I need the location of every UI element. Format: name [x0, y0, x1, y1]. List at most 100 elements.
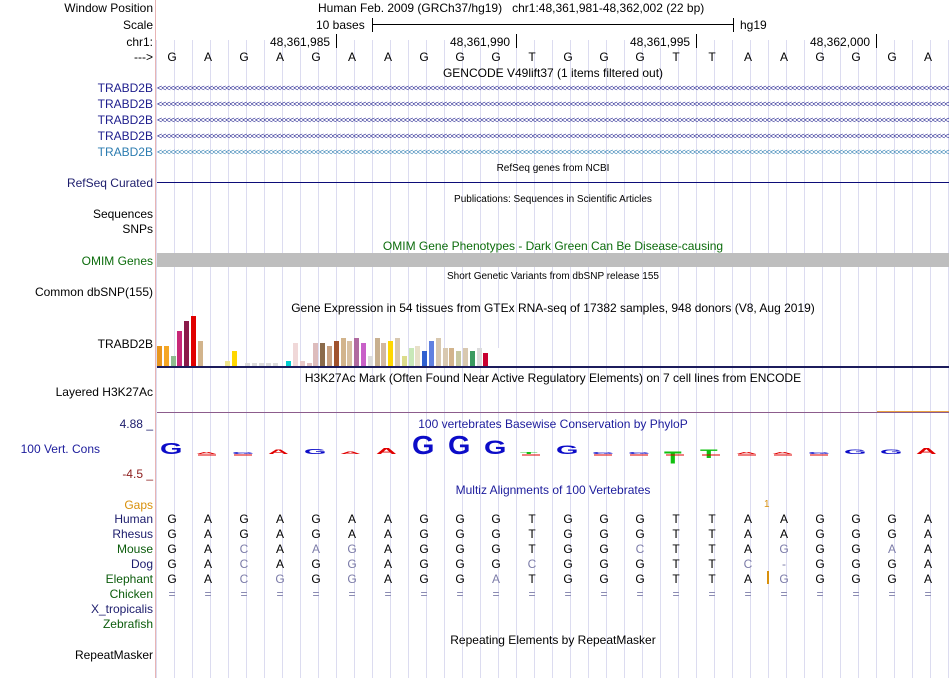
gtex-bar-chart[interactable]	[157, 316, 557, 368]
gtex-tissue-bar[interactable]	[170, 356, 176, 366]
h3k27ac-track-title[interactable]: H3K27Ac Mark (Often Found Near Active Re…	[304, 371, 802, 385]
cons-letter[interactable]: A	[340, 451, 361, 455]
gtex-tissue-bar[interactable]	[408, 348, 414, 366]
gtex-tissue-bar[interactable]	[333, 341, 339, 366]
gtex-tissue-bar[interactable]	[340, 338, 346, 366]
gtex-tissue-bar[interactable]	[347, 341, 353, 366]
snps-label[interactable]: SNPs	[122, 222, 153, 236]
species-label[interactable]: Dog	[130, 557, 153, 571]
gtex-gene-label[interactable]: TRABD2B	[97, 337, 153, 351]
gtex-tissue-bar[interactable]	[429, 341, 434, 366]
gencode-transcript-label[interactable]: TRABD2B	[97, 145, 153, 159]
gtex-tissue-bar[interactable]	[415, 346, 421, 366]
species-label[interactable]: Elephant	[105, 572, 153, 586]
species-label[interactable]: Human	[114, 512, 153, 526]
cons-letter[interactable]: G	[412, 432, 434, 460]
gencode-transcript-line[interactable]: <<<<<<<<<<<<<<<<<<<<<<<<<<<<<<<<<<<<<<<<…	[157, 99, 949, 109]
gtex-tissue-bar[interactable]	[469, 351, 475, 366]
gtex-tissue-bar[interactable]	[265, 363, 271, 366]
publications-track-title[interactable]: Publications: Sequences in Scientific Ar…	[454, 194, 652, 205]
gtex-tissue-bar[interactable]	[293, 343, 298, 366]
gtex-tissue-bar[interactable]	[367, 356, 373, 366]
cons-letter[interactable]: A	[196, 452, 217, 455]
gencode-transcript-label[interactable]: TRABD2B	[97, 129, 153, 143]
gtex-tissue-bar[interactable]	[313, 343, 319, 366]
cons-letter[interactable]: G	[592, 452, 614, 455]
cons-letter[interactable]: G	[160, 440, 182, 458]
cons-letter[interactable]: T	[664, 448, 682, 468]
repeatmasker-track-title[interactable]: Repeating Elements by RepeatMasker	[450, 633, 656, 647]
omim-label[interactable]: OMIM Genes	[81, 254, 153, 268]
gencode-track-title[interactable]: GENCODE V49lift37 (1 items filtered out)	[442, 66, 664, 80]
gencode-transcript-line[interactable]: <<<<<<<<<<<<<<<<<<<<<<<<<<<<<<<<<<<<<<<<…	[157, 131, 949, 141]
gtex-tissue-bar[interactable]	[476, 348, 482, 366]
species-label[interactable]: Chicken	[109, 587, 153, 601]
refseq-gene-line[interactable]	[157, 182, 949, 183]
species-label[interactable]: X_tropicalis	[90, 602, 153, 616]
gtex-tissue-bar[interactable]	[388, 341, 394, 366]
cons-letter[interactable]: G	[484, 437, 506, 459]
gtex-tissue-bar[interactable]	[272, 363, 278, 366]
species-label[interactable]: Zebrafish	[102, 617, 153, 631]
cons-letter[interactable]: A	[268, 449, 289, 456]
cons-letter[interactable]: G	[844, 449, 866, 456]
gtex-tissue-bar[interactable]	[299, 361, 305, 366]
gencode-transcript-line[interactable]: <<<<<<<<<<<<<<<<<<<<<<<<<<<<<<<<<<<<<<<<…	[157, 147, 949, 157]
gtex-tissue-bar[interactable]	[490, 348, 496, 366]
gtex-tissue-bar[interactable]	[381, 343, 387, 366]
gtex-tissue-bar[interactable]	[361, 343, 366, 366]
cons-label[interactable]: 100 Vert. Cons	[20, 442, 100, 456]
cons-letter[interactable]: A	[376, 447, 397, 456]
cons-letter[interactable]: T	[520, 452, 538, 455]
gaps-label[interactable]: Gaps	[124, 498, 153, 512]
gencode-transcript-label[interactable]: TRABD2B	[97, 113, 153, 127]
cons-letter[interactable]: G	[232, 452, 254, 455]
multiz-track-title[interactable]: Multiz Alignments of 100 Vertebrates	[455, 483, 651, 497]
omim-track-title[interactable]: OMIM Gene Phenotypes - Dark Green Can Be…	[382, 239, 724, 253]
gtex-tissue-bar[interactable]	[374, 338, 380, 366]
cons-letter[interactable]: A	[736, 452, 757, 455]
gtex-tissue-bar[interactable]	[497, 348, 502, 366]
gtex-tissue-bar[interactable]	[197, 341, 203, 366]
gtex-tissue-bar[interactable]	[422, 351, 428, 366]
h3k27ac-label[interactable]: Layered H3K27Ac	[55, 385, 153, 399]
gencode-transcript-label[interactable]: TRABD2B	[97, 97, 153, 111]
gtex-tissue-bar[interactable]	[463, 348, 468, 366]
gtex-tissue-bar[interactable]	[456, 351, 462, 366]
gtex-tissue-bar[interactable]	[442, 348, 448, 366]
cons-letter[interactable]: T	[700, 447, 718, 460]
gtex-tissue-bar[interactable]	[483, 353, 489, 366]
species-label[interactable]: Mouse	[116, 542, 153, 556]
sequences-label[interactable]: Sequences	[92, 207, 153, 221]
gtex-tissue-bar[interactable]	[184, 321, 190, 366]
dbsnp-label[interactable]: Common dbSNP(155)	[34, 285, 153, 299]
h3k27ac-signal[interactable]	[877, 411, 949, 412]
dbsnp-track-title[interactable]: Short Genetic Variants from dbSNP releas…	[447, 271, 659, 282]
gencode-transcript-line[interactable]: <<<<<<<<<<<<<<<<<<<<<<<<<<<<<<<<<<<<<<<<…	[157, 83, 949, 93]
repeatmasker-label[interactable]: RepeatMasker	[74, 648, 153, 662]
gtex-tissue-bar[interactable]	[252, 363, 258, 366]
gtex-tissue-bar[interactable]	[401, 356, 407, 366]
gtex-tissue-bar[interactable]	[320, 343, 326, 366]
gtex-tissue-bar[interactable]	[395, 338, 400, 366]
gtex-tissue-bar[interactable]	[306, 363, 312, 366]
cons-letter[interactable]: G	[556, 443, 578, 456]
gtex-tissue-bar[interactable]	[177, 331, 183, 366]
cons-letter[interactable]: G	[880, 449, 902, 456]
gtex-tissue-bar[interactable]	[163, 346, 169, 366]
refseq-label[interactable]: RefSeq Curated	[66, 176, 153, 190]
insertion-marker[interactable]	[767, 571, 769, 584]
gtex-tissue-bar[interactable]	[157, 346, 162, 366]
omim-feature-bar[interactable]	[157, 253, 949, 267]
gtex-tissue-bar[interactable]	[327, 346, 332, 366]
gencode-transcript-label[interactable]: TRABD2B	[97, 81, 153, 95]
gtex-tissue-bar[interactable]	[449, 348, 455, 366]
gtex-tissue-bar[interactable]	[231, 351, 237, 366]
cons-letter[interactable]: A	[772, 452, 793, 455]
species-label[interactable]: Rhesus	[112, 527, 153, 541]
cons-letter[interactable]: A	[916, 447, 937, 456]
gtex-track-title[interactable]: Gene Expression in 54 tissues from GTEx …	[291, 301, 815, 315]
cons-letter[interactable]: G	[304, 448, 326, 456]
